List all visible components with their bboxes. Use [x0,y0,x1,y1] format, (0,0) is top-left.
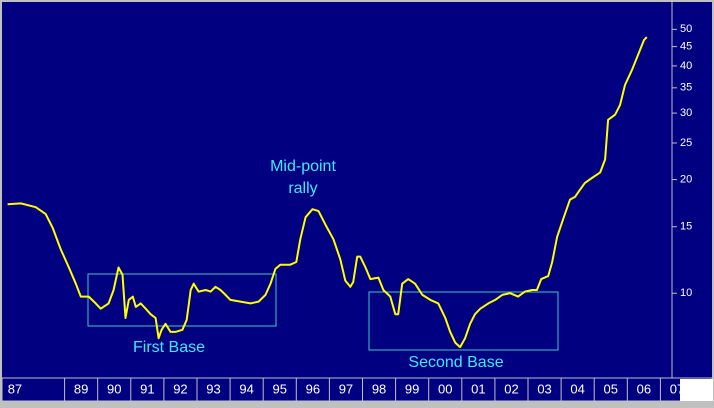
x-tick-label: 90 [107,381,121,396]
annotation: rally [288,180,317,197]
x-tick-label: 94 [239,381,253,396]
x-tick-label: 96 [306,381,320,396]
x-tick-label: 04 [570,381,584,396]
y-tick-label: 45 [680,41,692,53]
x-tick-label: 98 [372,381,386,396]
plot-background [2,2,712,378]
y-tick-label: 35 [680,82,692,94]
y-tick-label: 40 [680,60,692,72]
y-tick-label: 15 [680,221,692,233]
x-tick-label: 92 [173,381,187,396]
x-tick-label: 05 [604,381,618,396]
x-tick-label: 00 [438,381,452,396]
x-tick-label: 99 [405,381,419,396]
x-tick-label: 97 [339,381,353,396]
first-base-box [87,273,277,327]
y-tick-label: 25 [680,137,692,149]
annotation: First Base [133,339,205,356]
y-tick-label: 50 [680,23,692,35]
x-tick-label: 87 [8,381,22,396]
annotation: Mid-point [270,158,336,175]
x-tick-label: 03 [537,381,551,396]
second-base-box [368,291,559,351]
price-line [7,36,648,349]
y-tick-label: 10 [680,287,692,299]
y-tick-label: 20 [680,173,692,185]
x-tick-label: 91 [140,381,154,396]
x-tick-label: 06 [637,381,651,396]
x-tick-label: 93 [206,381,220,396]
annotation: Second Base [408,354,503,371]
x-tick-label: 02 [504,381,518,396]
y-tick-label: 30 [680,107,692,119]
corner-box [680,379,713,401]
x-tick-label: 89 [74,381,88,396]
x-tick-label: 01 [471,381,485,396]
x-tick-label: 95 [273,381,287,396]
